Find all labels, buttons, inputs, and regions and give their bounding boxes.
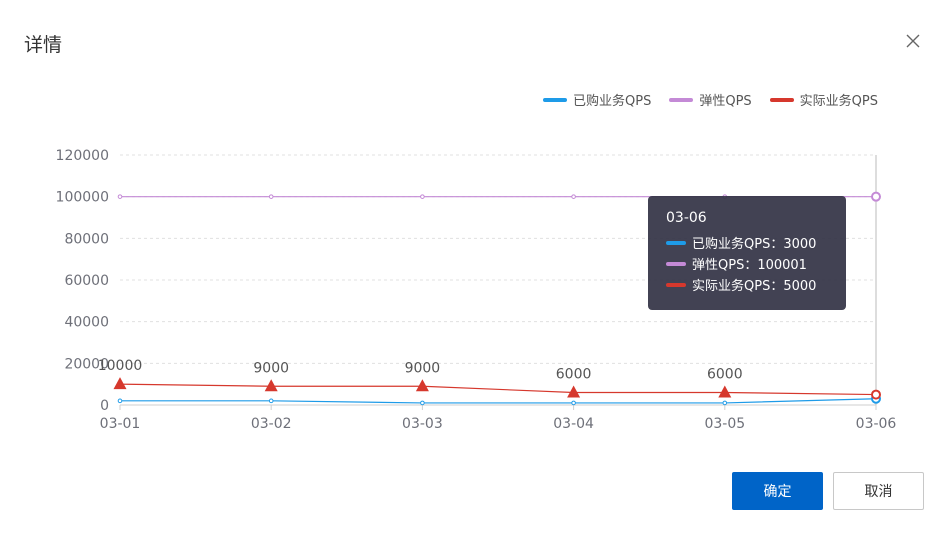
x-tick-label: 03-06	[856, 416, 897, 432]
y-tick-label: 120000	[56, 148, 109, 164]
data-point	[722, 400, 728, 406]
data-point	[420, 400, 425, 406]
data-label: 6000	[707, 367, 743, 383]
legend-item-purchased-qps[interactable]: 已购业务QPS	[543, 90, 651, 109]
legend-label: 弹性QPS	[699, 94, 752, 109]
data-point	[415, 379, 429, 392]
chart-tooltip: 03-06 已购业务QPS：3000 弹性QPS：100001 实际业务QPS：…	[648, 196, 846, 310]
y-tick-label: 40000	[64, 315, 109, 331]
data-point	[571, 400, 576, 406]
legend-swatch	[669, 97, 694, 102]
data-point	[117, 194, 123, 199]
confirm-button[interactable]: 确定	[732, 472, 823, 510]
legend-item-actual-qps[interactable]: 实际业务QPS	[769, 90, 878, 109]
tooltip-row-elastic: 弹性QPS：100001	[666, 253, 828, 274]
y-tick-label: 0	[100, 398, 109, 414]
tooltip-swatch	[666, 261, 686, 266]
tooltip-row-purchased: 已购业务QPS：3000	[666, 232, 828, 253]
series-line	[119, 383, 877, 396]
x-tick-label: 03-03	[402, 416, 443, 432]
data-point	[571, 194, 576, 199]
tooltip-swatch	[666, 282, 686, 287]
data-point	[117, 398, 123, 404]
y-tick-label: 20000	[64, 356, 109, 372]
y-tick-label: 60000	[64, 273, 109, 289]
close-icon[interactable]	[902, 30, 924, 52]
data-label: 6000	[556, 367, 592, 383]
y-tick-label: 100000	[56, 190, 109, 206]
dialog-title: 详情	[24, 34, 63, 56]
series-line	[120, 398, 877, 404]
data-point	[718, 385, 732, 398]
data-point	[567, 385, 581, 398]
y-tick-label: 80000	[64, 231, 109, 247]
data-point	[264, 379, 278, 392]
data-label: 9000	[405, 360, 441, 376]
data-label: 9000	[253, 360, 289, 376]
legend-item-elastic-qps[interactable]: 弹性QPS	[669, 90, 752, 109]
tooltip-title: 03-06	[666, 210, 707, 226]
tooltip-row-label: 弹性QPS：100001	[692, 258, 807, 273]
data-point	[268, 398, 274, 404]
x-tick-label: 03-02	[251, 416, 292, 432]
x-tick-label: 03-01	[100, 416, 141, 432]
legend-label: 已购业务QPS	[573, 94, 652, 109]
data-label: 10000	[98, 358, 143, 374]
data-point	[420, 194, 425, 199]
legend-swatch	[769, 97, 794, 102]
legend-label: 实际业务QPS	[799, 94, 878, 109]
data-point	[268, 194, 274, 199]
chart-legend: 已购业务QPS 弹性QPS 实际业务QPS	[525, 90, 878, 109]
tooltip-swatch	[666, 240, 686, 245]
data-point	[113, 377, 127, 390]
x-tick-label: 03-04	[553, 416, 594, 432]
cancel-button[interactable]: 取消	[833, 472, 924, 510]
tooltip-row-label: 实际业务QPS：5000	[692, 279, 817, 294]
tooltip-row-actual: 实际业务QPS：5000	[666, 274, 828, 295]
data-point	[871, 191, 881, 202]
tooltip-row-label: 已购业务QPS：3000	[692, 237, 817, 252]
data-point	[871, 389, 881, 400]
legend-swatch	[543, 97, 568, 102]
x-tick-label: 03-05	[704, 416, 745, 432]
